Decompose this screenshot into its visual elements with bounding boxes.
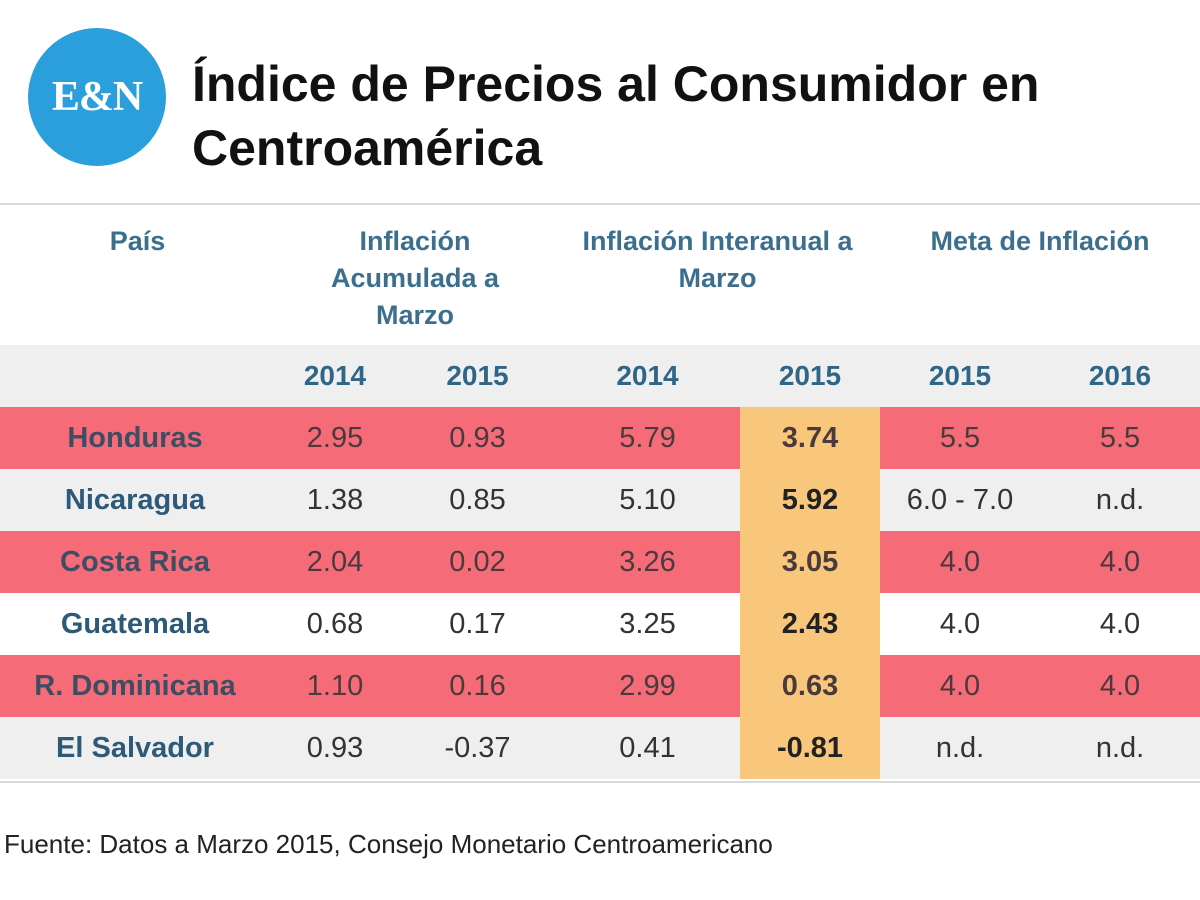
value-cell: 4.0	[1099, 670, 1141, 702]
highlight-value-cell: 3.74	[740, 407, 880, 469]
table-bottom-rule	[0, 781, 1200, 783]
value-cell: 0.85	[449, 484, 506, 516]
header-country: País	[109, 226, 166, 256]
value-cell: 5.5	[1099, 422, 1141, 454]
value-cell: 0.68	[306, 608, 364, 640]
highlight-value-cell: 5.92	[740, 469, 880, 531]
value-cell: 4.0	[939, 546, 981, 578]
value-cell: 0.02	[449, 546, 506, 578]
country-cell: Guatemala	[60, 608, 210, 640]
country-cell: R. Dominicana	[34, 670, 236, 702]
value-cell: 5.5	[939, 422, 981, 454]
year-label: 2015	[778, 360, 842, 391]
country-cell: El Salvador	[56, 732, 214, 764]
value-cell: 2.99	[619, 670, 676, 702]
table-row: Nicaragua 1.38 0.85 5.10 5.92 6.0 - 7.0 …	[0, 469, 1200, 531]
year-label: 2015	[928, 360, 992, 391]
table-row: Honduras 2.95 0.93 5.79 3.74 5.5 5.5	[0, 407, 1200, 469]
value-cell: 0.93	[306, 732, 364, 764]
value-cell: 6.0 - 7.0	[906, 484, 1014, 516]
country-cell: Costa Rica	[60, 546, 210, 578]
value-cell: 4.0	[939, 670, 981, 702]
value-cell: n.d.	[1095, 732, 1145, 764]
header-accumulated: Inflación Acumulada a Marzo	[330, 226, 500, 330]
brand-logo: E&N	[28, 28, 166, 166]
table-header: País Inflación Acumulada a Marzo Inflaci…	[0, 205, 1200, 345]
highlight-value-cell: 2.43	[740, 593, 880, 655]
country-cell: Honduras	[67, 422, 203, 454]
value-cell: 2.04	[306, 546, 364, 578]
chart-title: Índice de Precios al Consumidor en Centr…	[192, 56, 1040, 176]
value-cell: 0.93	[449, 422, 506, 454]
value-cell: 1.10	[306, 670, 364, 702]
value-cell: n.d.	[935, 732, 985, 764]
value-cell: 3.25	[619, 608, 676, 640]
year-label: 2015	[446, 360, 509, 391]
highlight-value-cell: 3.05	[740, 531, 880, 593]
value-cell: 5.10	[619, 484, 676, 516]
year-row: 2014 2015 2014 2015 2015 2016	[0, 345, 1200, 407]
value-cell: 5.79	[619, 422, 676, 454]
country-cell: Nicaragua	[64, 484, 206, 516]
source-note: Fuente: Datos a Marzo 2015, Consejo Mone…	[4, 829, 773, 859]
value-cell: 4.0	[1099, 608, 1141, 640]
year-label: 2014	[616, 360, 679, 391]
value-cell: 4.0	[939, 608, 981, 640]
value-cell: 0.16	[449, 670, 506, 702]
value-cell: 0.17	[449, 608, 506, 640]
value-cell: 2.95	[306, 422, 364, 454]
header-interannual: Inflación Interanual a Marzo	[582, 226, 853, 293]
table-row: El Salvador 0.93 -0.37 0.41 -0.81 n.d. n…	[0, 717, 1200, 779]
highlight-value-cell: 0.63	[740, 655, 880, 717]
logo-text: E&N	[51, 74, 143, 120]
value-cell: 4.0	[1099, 546, 1141, 578]
table-row: R. Dominicana 1.10 0.16 2.99 0.63 4.0 4.…	[0, 655, 1200, 717]
value-cell: 1.38	[306, 484, 364, 516]
table-row: Guatemala 0.68 0.17 3.25 2.43 4.0 4.0	[0, 593, 1200, 655]
year-label: 2016	[1088, 360, 1152, 391]
highlight-value-cell: -0.81	[740, 717, 880, 779]
year-label: 2014	[303, 360, 367, 391]
value-cell: -0.37	[444, 732, 511, 764]
table-row: Costa Rica 2.04 0.02 3.26 3.05 4.0 4.0	[0, 531, 1200, 593]
value-cell: 3.26	[619, 546, 676, 578]
inflation-table: País Inflación Acumulada a Marzo Inflaci…	[0, 203, 1200, 783]
value-cell: n.d.	[1095, 484, 1145, 516]
value-cell: 0.41	[619, 732, 676, 764]
header-target: Meta de Inflación	[930, 226, 1150, 256]
